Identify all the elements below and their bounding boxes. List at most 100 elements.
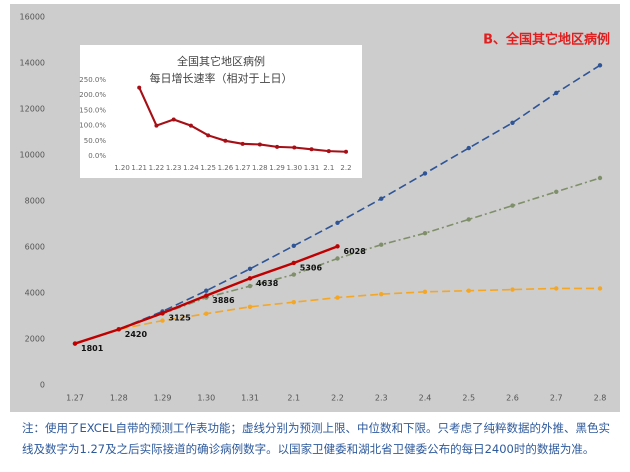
y-tick-label: 0.0%: [88, 152, 106, 160]
point: [204, 293, 209, 298]
point: [309, 147, 314, 152]
x-tick-label: 2.2: [331, 394, 344, 403]
point: [247, 276, 253, 281]
x-tick-label: 2.1: [323, 164, 334, 172]
x-tick-label: 2.2: [340, 164, 351, 172]
point: [247, 304, 253, 309]
x-tick-label: 1.25: [200, 164, 216, 172]
point: [247, 266, 253, 272]
y-tick-label: 12000: [20, 105, 45, 114]
annotation: B、全国其它地区病例: [483, 32, 610, 48]
x-tick-label: 1.30: [287, 164, 303, 172]
y-tick-label: 100.0%: [79, 122, 106, 130]
point: [466, 145, 471, 151]
x-tick-label: 2.5: [462, 394, 475, 403]
data-label: 1801: [81, 344, 104, 353]
point: [257, 142, 262, 147]
point: [326, 149, 331, 154]
inset-title: 全国其它地区病例: [177, 54, 265, 68]
x-tick-label: 1.20: [114, 164, 130, 172]
x-tick-label: 1.28: [110, 394, 128, 403]
x-tick-label: 1.21: [131, 164, 147, 172]
point: [554, 189, 559, 194]
point: [335, 244, 340, 249]
point: [72, 341, 78, 346]
x-tick-label: 2.4: [419, 394, 432, 403]
point: [206, 133, 211, 138]
point: [510, 287, 515, 292]
point: [510, 120, 515, 126]
x-tick-label: 1.27: [235, 164, 251, 172]
x-tick-label: 1.22: [149, 164, 165, 172]
data-label: 5306: [300, 263, 323, 272]
point: [291, 300, 296, 305]
point: [422, 231, 428, 236]
point: [291, 243, 296, 249]
y-tick-label: 4000: [25, 289, 45, 298]
point: [335, 295, 340, 300]
x-tick-label: 2.1: [287, 394, 300, 403]
point: [379, 242, 384, 247]
point: [597, 286, 603, 291]
point: [240, 141, 245, 146]
point: [160, 310, 165, 316]
chart: B、全国其它地区病例 全国其它地区病例 每日增长速率（相对于上日） 0 2000 4…: [10, 4, 620, 412]
y-tick-label: 250.0%: [79, 76, 106, 84]
point: [597, 175, 603, 181]
point: [422, 289, 428, 295]
y-tick-label: 16000: [20, 13, 45, 22]
data-label: 6028: [344, 247, 367, 256]
y-tick-label: 200.0%: [79, 91, 106, 99]
x-tick-label: 2.6: [506, 394, 519, 403]
point: [291, 260, 296, 266]
point: [247, 283, 253, 289]
x-tick-label: 2.3: [375, 394, 388, 403]
data-label: 3886: [212, 296, 235, 305]
x-tick-label: 1.29: [269, 164, 285, 172]
x-tick-label: 1.31: [241, 394, 259, 403]
data-label: 2420: [125, 330, 148, 339]
x-tick-label: 1.31: [304, 164, 320, 172]
point: [275, 144, 280, 149]
point: [597, 63, 603, 68]
inset-background: [80, 45, 362, 178]
point: [137, 85, 142, 90]
point: [291, 272, 296, 277]
y-tick-label: 150.0%: [79, 106, 106, 114]
x-tick-label: 1.24: [183, 164, 199, 172]
y-tick-label: 10000: [20, 151, 45, 160]
point: [160, 318, 165, 323]
point: [116, 327, 121, 332]
x-tick-label: 1.26: [218, 164, 234, 172]
point: [554, 286, 559, 291]
x-tick-label: 1.29: [154, 394, 172, 403]
point: [292, 145, 297, 150]
point: [204, 311, 209, 316]
y-tick-label: 50.0%: [84, 137, 107, 145]
x-tick-label: 1.23: [166, 164, 182, 172]
y-tick-label: 2000: [25, 335, 45, 344]
y-tick-label: 0: [40, 381, 45, 390]
y-tick-label: 14000: [20, 59, 45, 68]
point: [422, 171, 428, 176]
x-tick-label: 1.28: [252, 164, 268, 172]
point: [154, 123, 159, 128]
y-tick-label: 8000: [25, 197, 45, 206]
point: [171, 117, 176, 122]
y-tick-label: 6000: [25, 243, 45, 252]
point: [510, 203, 515, 208]
point: [188, 123, 193, 128]
point: [223, 138, 228, 143]
point: [554, 90, 559, 96]
data-label: 4638: [256, 279, 279, 288]
point: [466, 288, 471, 293]
point: [344, 149, 348, 154]
point: [466, 217, 471, 222]
point: [335, 220, 340, 226]
x-tick-label: 1.27: [66, 394, 84, 403]
point: [379, 291, 384, 297]
caption: 注：使用了EXCEL自带的预测工作表功能；虚线分别为预测上限、中位数和下限。只考…: [22, 421, 611, 456]
data-label: 3125: [169, 314, 192, 323]
point: [379, 196, 384, 201]
